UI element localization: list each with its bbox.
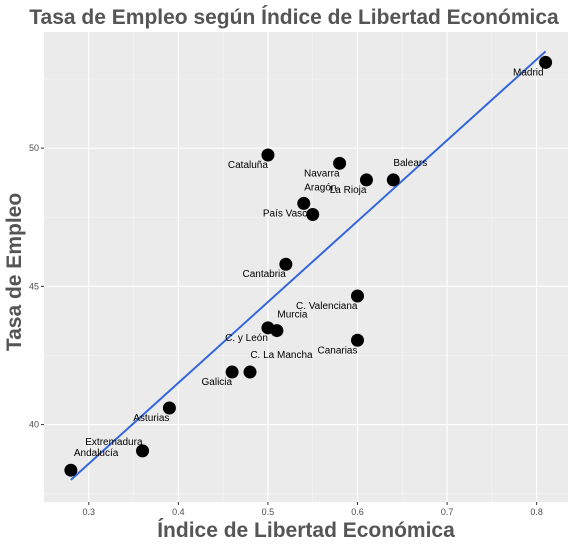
point-label: Cantabria [242,269,286,280]
point-label: C. y León [225,333,268,344]
data-point [64,463,78,477]
point-label: Andalucía [74,448,119,459]
data-point [333,156,347,170]
x-axis-title: Índice de Libertad Económica [157,519,455,542]
y-tick-label: 45 [29,281,39,291]
data-point [243,365,257,379]
data-point [261,148,275,162]
point-label: Canarias [317,345,357,356]
data-point [539,55,553,69]
x-tick-label: 0.3 [83,507,96,517]
point-label: Cataluña [228,160,268,171]
trend-layer [70,50,547,481]
data-point [136,444,150,458]
point-label: C. Valenciana [296,301,358,312]
data-point [351,289,365,303]
x-tick-label: 0.5 [262,507,275,517]
data-point [306,207,320,221]
point-label: Galicia [202,377,233,388]
trend-line [70,50,547,481]
chart-title: Tasa de Empleo según Índice de Libertad … [29,6,559,29]
x-tick-label: 0.7 [441,507,454,517]
point-label: La Rioja [330,185,367,196]
point-label: Murcia [277,310,307,321]
labels-layer: Madrid Cataluña Navarra Balears La RiojaArag… [74,67,544,459]
y-axis-title: Tasa de Empleo [3,193,26,351]
data-point [162,401,176,415]
point-label: Madrid [513,67,544,78]
data-point [297,196,311,210]
point-label: Navarra [304,168,340,179]
point-label: Asturias [133,413,169,424]
data-point [386,173,400,187]
point-label: Aragón [304,182,336,193]
data-point [351,333,365,347]
x-tick-label: 0.8 [530,507,543,517]
x-tick-label: 0.6 [351,507,364,517]
points-layer [64,55,553,477]
y-tick-label: 40 [29,420,39,430]
data-point [359,173,373,187]
point-label: País Vasco [263,208,313,219]
data-point [261,321,275,335]
x-axis-ticks: 0.3 0.4 0.5 0.6 0.7 0.8 [83,502,543,517]
grid [44,32,568,502]
x-tick-label: 0.4 [172,507,185,517]
point-label: C. La Mancha [250,350,313,361]
y-axis-ticks: 40 45 50 [29,143,44,430]
point-label: Balears [393,158,427,169]
y-tick-label: 50 [29,143,39,153]
data-point [279,257,293,271]
point-label: Extremadura [85,437,143,448]
data-point [225,365,239,379]
